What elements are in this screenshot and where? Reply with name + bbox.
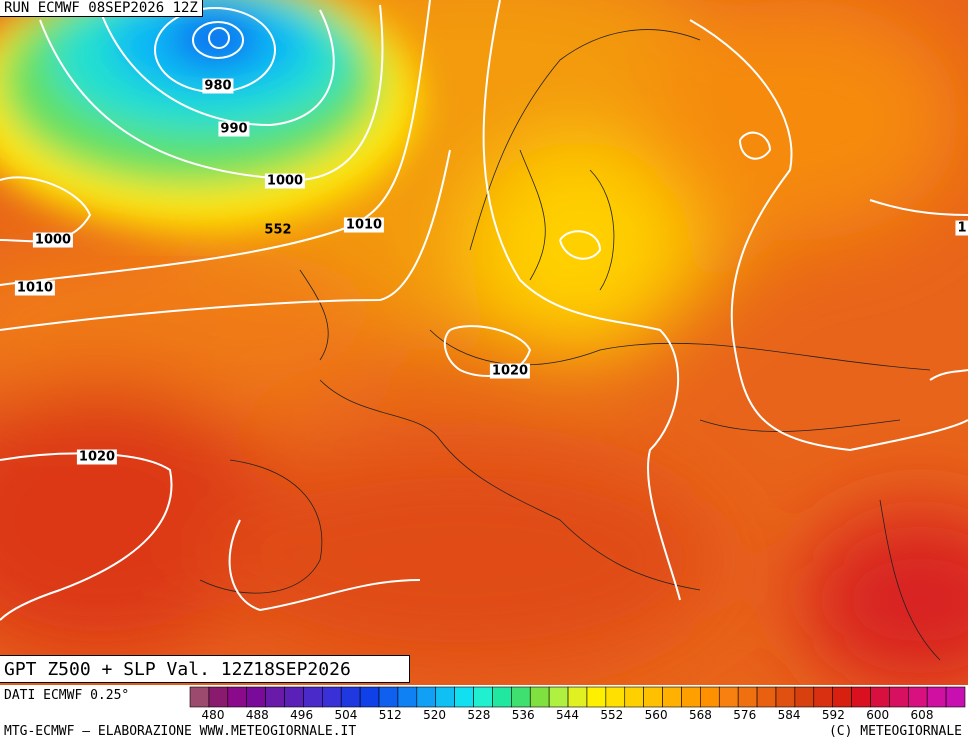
color-box (945, 686, 966, 708)
isobar-label: 1020 (76, 449, 118, 465)
scale-label: 592 (822, 708, 845, 722)
color-box (718, 686, 739, 708)
color-box (775, 686, 796, 708)
data-source: DATI ECMWF 0.25° (4, 688, 130, 703)
run-info: RUN ECMWF 08SEP2026 12Z (0, 0, 203, 17)
scale-label: 496 (290, 708, 313, 722)
scale-label: 512 (379, 708, 402, 722)
copyright: (C) METEOGIORNALE (828, 724, 962, 739)
isobar-label: 1010 (14, 280, 56, 296)
isobar-label: 990 (218, 121, 250, 137)
isobar-label: 1000 (32, 232, 74, 248)
scale-label: 560 (645, 708, 668, 722)
color-box (605, 686, 626, 708)
color-box (322, 686, 342, 708)
scale-label: 568 (689, 708, 712, 722)
color-box (492, 686, 512, 708)
color-box (548, 686, 569, 708)
color-box (378, 686, 399, 708)
color-box (643, 686, 663, 708)
color-box (529, 686, 550, 708)
scale-label: 584 (778, 708, 801, 722)
color-box (435, 686, 455, 708)
scale-label: 576 (733, 708, 756, 722)
color-box (889, 686, 909, 708)
color-box (662, 686, 682, 708)
map-title: GPT Z500 + SLP Val. 12Z18SEP2026 (0, 655, 410, 683)
color-box (359, 686, 380, 708)
color-scale: 480 488 496 504 512 520 528 536 544 552 560 568 576 5… (189, 686, 966, 722)
color-box (794, 686, 815, 708)
scale-label: 520 (423, 708, 446, 722)
color-box (624, 686, 644, 708)
map (0, 0, 968, 685)
color-box (756, 686, 777, 708)
color-box (813, 686, 833, 708)
scale-label: 480 (202, 708, 225, 722)
isobar-label: 1010 (343, 217, 385, 233)
color-box (926, 686, 947, 708)
geopotential-label: 552 (264, 222, 292, 238)
color-box (397, 686, 418, 708)
color-box (340, 686, 361, 708)
isobar-label: 1000 (264, 173, 306, 189)
isobar-label: 980 (202, 78, 234, 94)
color-box (832, 686, 852, 708)
isobar-label: 1 (955, 220, 968, 236)
color-box (246, 686, 266, 708)
color-box (454, 686, 474, 708)
color-box (227, 686, 248, 708)
color-box (511, 686, 531, 708)
color-box (265, 686, 285, 708)
color-box (700, 686, 720, 708)
color-box (303, 686, 323, 708)
color-box (851, 686, 871, 708)
color-box (189, 686, 210, 708)
scale-label: 544 (556, 708, 579, 722)
color-box (737, 686, 758, 708)
color-box (284, 686, 304, 708)
color-box (586, 686, 607, 708)
scale-label: 528 (467, 708, 490, 722)
color-box (473, 686, 493, 708)
scale-label: 504 (334, 708, 357, 722)
scale-label: 552 (600, 708, 623, 722)
scale-label: 488 (246, 708, 269, 722)
isobar-label: 1020 (489, 363, 531, 379)
color-box (907, 686, 928, 708)
color-box (681, 686, 701, 708)
scale-label: 536 (512, 708, 535, 722)
color-box (416, 686, 437, 708)
scale-label: 600 (866, 708, 889, 722)
credit: MTG-ECMWF – ELABORAZIONE WWW.METEOGIORNA… (4, 724, 357, 739)
scale-label: 608 (911, 708, 934, 722)
color-box (208, 686, 229, 708)
color-box (870, 686, 890, 708)
color-box (567, 686, 588, 708)
